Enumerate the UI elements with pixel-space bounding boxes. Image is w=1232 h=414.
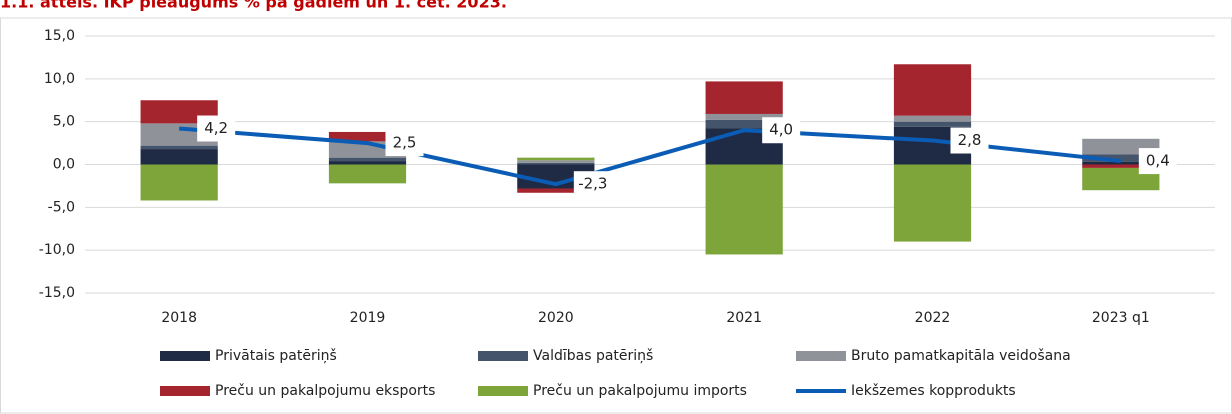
bar-segment	[328, 131, 407, 142]
label-box	[1138, 148, 1177, 175]
legend-swatch	[160, 386, 210, 396]
label-box	[573, 171, 612, 198]
bar-segment	[893, 121, 972, 127]
legend-label: Bruto pamatkapitāla veidošana	[851, 348, 1071, 364]
bar-segment	[140, 164, 218, 201]
legend-swatch	[160, 351, 210, 361]
legend-swatch	[478, 351, 528, 361]
data-label: 2,5	[393, 134, 417, 152]
data-label: -2,3	[578, 175, 607, 193]
y-tick-label: 15,0	[44, 28, 75, 44]
legend-label: Preču un pakalpojumu imports	[533, 383, 747, 399]
bar-segment	[328, 161, 407, 165]
bar-segment	[517, 188, 595, 193]
bar-segment	[705, 81, 783, 114]
bar-segment	[1082, 154, 1160, 162]
y-tick-label: 10,0	[44, 71, 75, 87]
bar-segment	[1082, 164, 1160, 168]
bar-segment	[517, 162, 595, 165]
data-label: 4,0	[769, 121, 793, 139]
bar-segment	[893, 115, 972, 122]
label-box	[385, 130, 424, 157]
legend-label: Privātais patēriņš	[215, 348, 337, 364]
legend-label: Valdības patēriņš	[533, 348, 653, 364]
y-tick-label: 0,0	[53, 157, 75, 173]
bar-segment	[328, 164, 407, 184]
bar-segment	[328, 157, 407, 162]
x-tick-label: 2021	[726, 310, 762, 326]
x-tick-label: 2020	[538, 310, 574, 326]
bar-segment	[893, 64, 972, 116]
x-tick-label: 2022	[915, 310, 951, 326]
label-box	[762, 117, 801, 144]
x-tick-label: 2019	[350, 310, 386, 326]
legend-swatch	[478, 386, 528, 396]
bar-segment	[705, 164, 783, 255]
x-tick-label: 2023 q1	[1092, 310, 1150, 326]
bar-segment	[705, 113, 783, 120]
y-tick-label: -15,0	[39, 285, 75, 301]
label-box	[197, 115, 236, 142]
label-box	[950, 127, 989, 154]
x-tick-label: 2018	[161, 310, 197, 326]
data-label: 0,4	[1146, 152, 1170, 170]
bar-segment	[705, 119, 783, 129]
bar-segment	[140, 149, 218, 165]
data-label: 2,8	[958, 131, 982, 149]
bar-segment	[1082, 161, 1160, 165]
legend-label: Iekšzemes kopprodukts	[851, 383, 1016, 399]
y-tick-label: -5,0	[48, 199, 75, 215]
y-tick-label: -10,0	[39, 242, 75, 258]
bar-segment	[517, 157, 595, 161]
bar-segment	[140, 145, 218, 150]
bar-segment	[517, 160, 595, 163]
bar-segment	[893, 164, 972, 242]
y-tick-label: 5,0	[53, 114, 75, 130]
data-label: 4,2	[204, 119, 228, 137]
chart-title: 1.1. attēls. IKP pieaugums % pa gadiem u…	[0, 0, 507, 12]
legend-swatch	[796, 351, 846, 361]
legend-label: Preču un pakalpojumu eksports	[215, 383, 435, 399]
